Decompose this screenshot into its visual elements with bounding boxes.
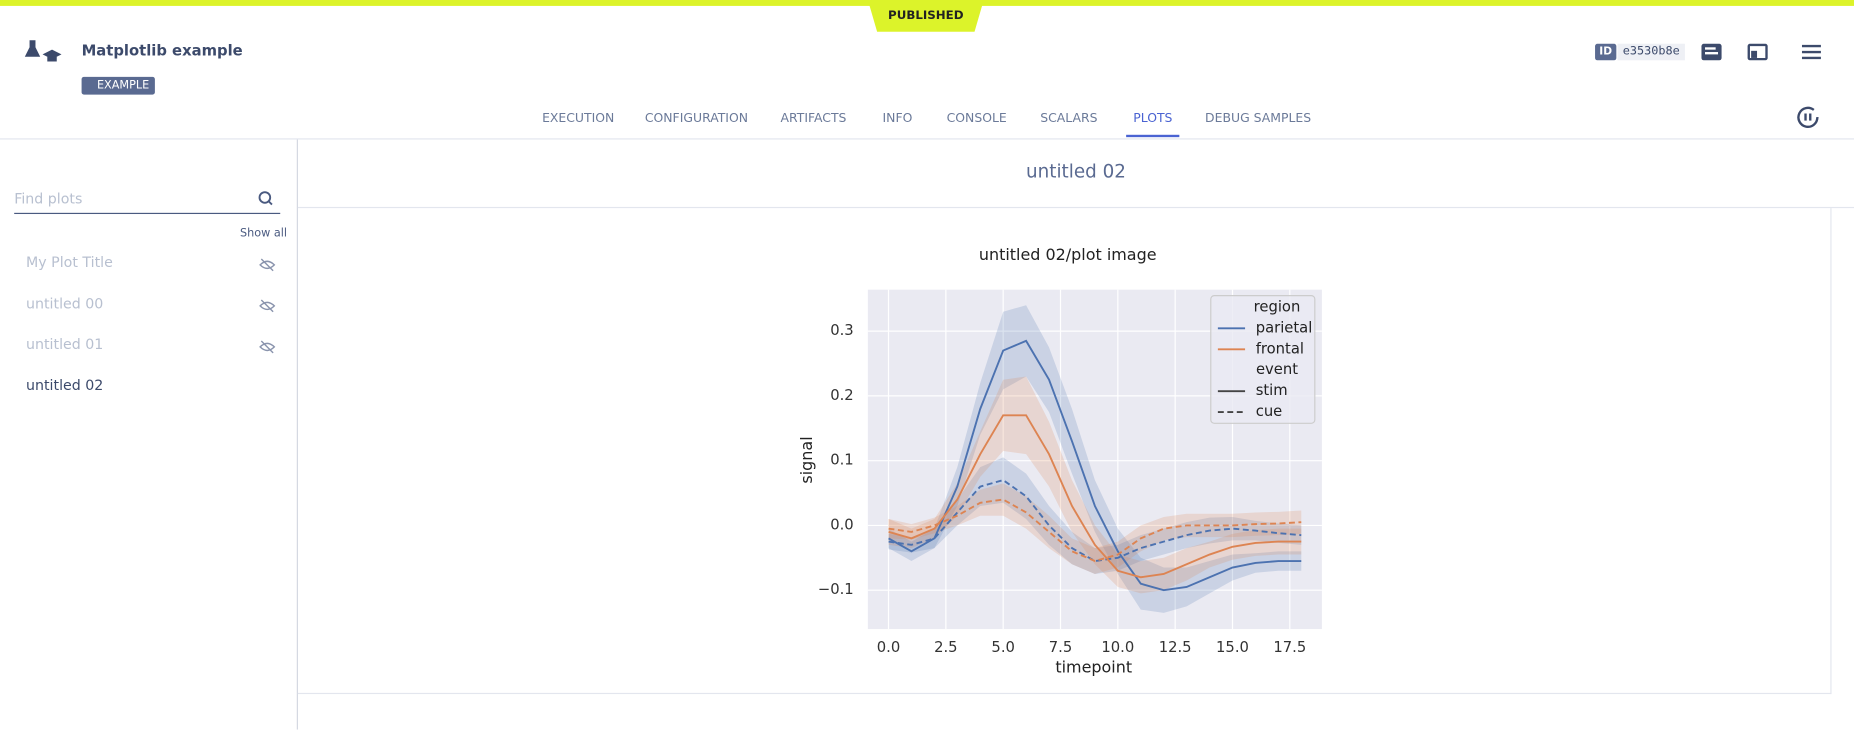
slash — [260, 258, 274, 272]
tag: EXAMPLE — [81, 76, 155, 95]
x-tick-label: 5.0 — [991, 639, 1014, 656]
plot-list-item[interactable]: untitled 00 — [26, 295, 104, 312]
legend-label: parietal — [1256, 319, 1313, 336]
task-id[interactable]: e3530b8e — [1617, 43, 1685, 61]
plot: untitled 02/plot image 0.0 2.5 5.0 7.5 10.0 12… — [797, 245, 1322, 677]
x-tick-label: 10.0 — [1101, 639, 1134, 656]
id-label: ID — [1595, 43, 1617, 61]
x-tick-label: 0.0 — [877, 639, 900, 656]
line — [888, 339, 1302, 592]
refresh-icon[interactable] — [1797, 106, 1819, 128]
tab[interactable]: ARTIFACTS — [780, 111, 847, 126]
menu-icon[interactable] — [1801, 44, 1821, 60]
y-tick-label: −0.1 — [818, 581, 854, 598]
plot-list-item[interactable]: untitled 02 — [26, 377, 104, 394]
x-tick-label: 7.5 — [1049, 639, 1072, 656]
status-badge: PUBLISHED — [867, 0, 984, 32]
x-tick-label: 2.5 — [934, 639, 957, 656]
y-axis-label: signal — [797, 436, 816, 483]
legend-label: stim — [1256, 382, 1288, 399]
y-tick-label: 0.3 — [830, 322, 853, 339]
plot-title: untitled 02/plot image — [979, 245, 1157, 264]
legend-title: region — [1254, 298, 1301, 315]
confidence-band — [888, 483, 1302, 574]
search-icon[interactable] — [258, 191, 273, 206]
line — [888, 479, 1302, 563]
legend-label: cue — [1256, 403, 1283, 420]
tab[interactable]: CONSOLE — [946, 111, 1007, 126]
y-tick-label: 0.0 — [830, 516, 853, 533]
search-input[interactable]: Find plots — [14, 187, 281, 215]
tab[interactable]: INFO — [882, 111, 913, 126]
logo — [24, 40, 62, 62]
tab[interactable]: PLOTS — [1126, 111, 1180, 138]
legend-label: frontal — [1256, 340, 1304, 357]
slash — [260, 340, 274, 354]
hidden-icon[interactable] — [259, 258, 276, 272]
tab[interactable]: SCALARS — [1040, 111, 1098, 126]
plot-panel — [297, 208, 1832, 695]
plot-list-item[interactable]: My Plot Title — [26, 254, 113, 271]
x-tick-label: 15.0 — [1216, 639, 1249, 656]
tab[interactable]: EXECUTION — [542, 111, 615, 126]
x-axis-label: timepoint — [1055, 658, 1132, 677]
divider — [297, 206, 1854, 209]
plot-list-item[interactable]: untitled 01 — [26, 336, 104, 353]
line — [888, 498, 1302, 563]
sidebar-border — [296, 139, 298, 730]
slash — [260, 299, 274, 313]
divider — [0, 138, 1854, 140]
confidence-band — [888, 457, 1302, 574]
tab-underline — [1126, 134, 1180, 138]
y-tick-label: 0.1 — [830, 452, 853, 469]
hidden-icon[interactable] — [259, 340, 276, 354]
show-all[interactable]: Show all — [240, 227, 288, 241]
legend-title: event — [1256, 361, 1298, 378]
console-icon[interactable] — [1701, 43, 1722, 61]
line — [888, 414, 1302, 579]
task-title: Matplotlib example — [81, 41, 243, 60]
tab[interactable]: DEBUG SAMPLES — [1205, 111, 1312, 126]
layout-icon[interactable] — [1747, 43, 1768, 61]
x-tick-label: 12.5 — [1159, 639, 1192, 656]
confidence-band — [888, 376, 1302, 594]
hidden-icon[interactable] — [259, 299, 276, 313]
section-title: untitled 02 — [1026, 160, 1126, 183]
tab[interactable]: CONFIGURATION — [644, 111, 749, 126]
y-tick-label: 0.2 — [830, 387, 853, 404]
x-tick-label: 17.5 — [1273, 639, 1306, 656]
